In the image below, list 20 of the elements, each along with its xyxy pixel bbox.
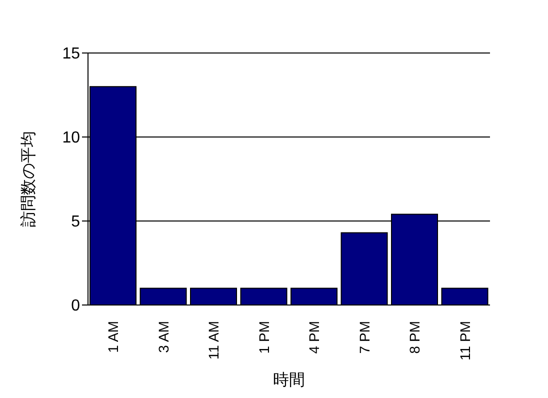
x-tick-label: 11 AM [206, 321, 222, 360]
bar [240, 288, 288, 305]
x-tick-label: 1 AM [105, 321, 122, 353]
y-tick-label: 10 [62, 130, 80, 147]
x-tick-label: 4 PM [306, 321, 322, 354]
bar [340, 232, 388, 305]
x-tick-label: 8 PM [406, 321, 423, 354]
bar [190, 288, 238, 305]
y-tick-label: 5 [71, 214, 80, 231]
bar [290, 288, 338, 305]
x-axis-title: 時間 [273, 371, 305, 389]
x-tick-label: 3 AM [155, 321, 172, 353]
x-tick-label: 1 PM [256, 321, 272, 354]
bar [140, 288, 187, 305]
x-tick-label: 11 PM [456, 321, 473, 360]
y-axis-title: 訪問数の平均 [20, 131, 38, 227]
x-tick-label: 7 PM [356, 321, 372, 354]
bar [441, 288, 488, 305]
y-tick-label: 0 [71, 298, 80, 315]
y-tick-label: 15 [62, 46, 80, 63]
